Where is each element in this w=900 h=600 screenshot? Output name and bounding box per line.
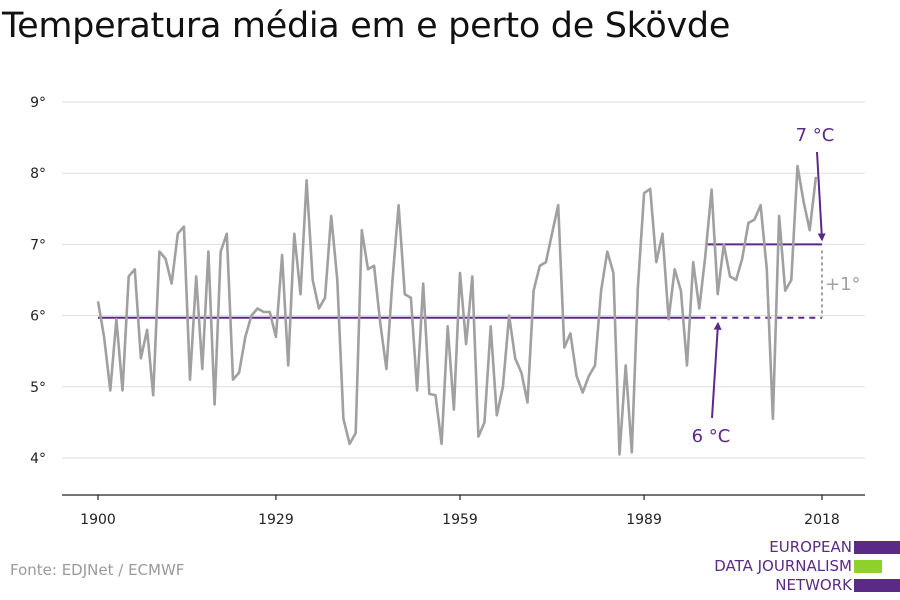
y-tick-label: 9° xyxy=(30,95,46,111)
y-tick-label: 7° xyxy=(30,237,46,253)
source-note: Fonte: EDJNet / ECMWF xyxy=(10,561,185,579)
annotations: +1° 6 °C 7 °C xyxy=(692,125,861,447)
difference-label: +1° xyxy=(825,274,861,295)
logo-bar-green xyxy=(854,560,882,573)
x-axis: 1900 1929 1959 1989 2018 xyxy=(62,494,865,528)
y-tick-label: 6° xyxy=(30,309,46,325)
label-6c: 6 °C xyxy=(692,426,731,447)
x-tick-label: 2018 xyxy=(804,512,840,528)
x-tick-label: 1959 xyxy=(442,512,478,528)
arrow-7c xyxy=(816,151,826,242)
x-tick-label: 1900 xyxy=(80,512,116,528)
grid-lines xyxy=(62,101,865,459)
logo-line-1: EUROPEAN xyxy=(769,538,852,556)
y-axis-ticks: 4° 5° 6° 7° 8° 9° xyxy=(30,95,46,467)
logo-line-3: NETWORK xyxy=(775,576,852,594)
y-tick-label: 8° xyxy=(30,166,46,182)
x-tick-label: 1929 xyxy=(258,512,294,528)
chart-title: Temperatura média em e perto de Skövde xyxy=(2,6,731,46)
x-tick-label: 1989 xyxy=(626,512,662,528)
temperature-series-line xyxy=(96,164,818,456)
arrow-6c xyxy=(711,321,722,419)
y-tick-label: 5° xyxy=(30,380,46,396)
logo-bar-purple-bottom xyxy=(854,579,900,592)
logo-line-2: DATA JOURNALISM xyxy=(714,557,852,575)
label-7c: 7 °C xyxy=(796,125,835,146)
edjnet-logo: EUROPEAN DATA JOURNALISM NETWORK xyxy=(700,538,900,598)
logo-bar-purple-top xyxy=(854,541,900,554)
y-tick-label: 4° xyxy=(30,451,46,467)
